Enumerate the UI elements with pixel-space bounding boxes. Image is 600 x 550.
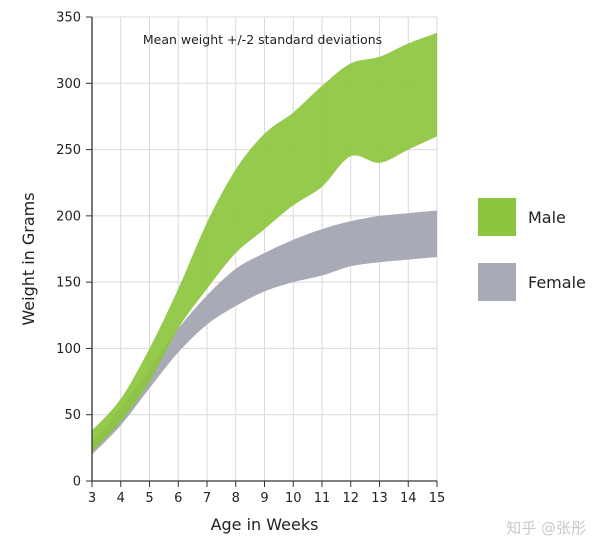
x-tick-label-15: 15 (429, 491, 446, 506)
watermark: 知乎 @张彤 (506, 519, 586, 537)
legend-item-female: Female (478, 263, 586, 301)
x-tick-label-7: 7 (203, 491, 211, 506)
y-tick-label-350: 350 (56, 11, 81, 26)
y-tick-label-0: 0 (73, 475, 81, 490)
y-tick-label-300: 300 (56, 77, 81, 92)
legend: Male Female (478, 198, 586, 328)
chart-title: Mean weight +/-2 standard deviations (143, 32, 382, 47)
y-tick-label-150: 150 (56, 276, 81, 291)
y-tick-label-100: 100 (56, 342, 81, 357)
legend-swatch-male (478, 198, 516, 236)
band-female (92, 210, 437, 455)
x-tick-label-12: 12 (342, 491, 359, 506)
y-axis-label: Weight in Grams (19, 192, 38, 325)
x-tick-label-11: 11 (314, 491, 331, 506)
legend-label-female: Female (528, 272, 586, 292)
band-male (92, 32, 437, 452)
legend-label-male: Male (528, 207, 566, 227)
legend-swatch-female (478, 263, 516, 301)
x-axis-label: Age in Weeks (211, 515, 319, 534)
x-tick-label-4: 4 (117, 491, 125, 506)
x-tick-label-6: 6 (174, 491, 182, 506)
y-tick-label-250: 250 (56, 143, 81, 158)
x-tick-label-9: 9 (260, 491, 268, 506)
x-tick-label-3: 3 (88, 491, 96, 506)
y-tick-label-50: 50 (64, 408, 81, 423)
x-tick-label-10: 10 (285, 491, 302, 506)
x-tick-label-5: 5 (145, 491, 153, 506)
x-tick-label-14: 14 (400, 491, 417, 506)
legend-item-male: Male (478, 198, 586, 236)
y-tick-label-200: 200 (56, 209, 81, 224)
x-tick-label-13: 13 (371, 491, 388, 506)
x-tick-label-8: 8 (232, 491, 240, 506)
